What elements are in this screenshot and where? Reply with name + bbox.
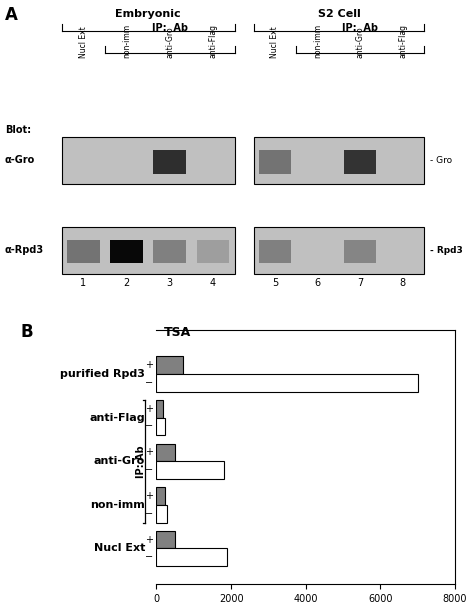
Text: −: − [146,465,154,475]
Bar [156,505,167,523]
Bar [254,226,424,273]
Text: +: + [146,447,154,457]
Text: anti-Gro: anti-Gro [165,27,174,58]
Text: TSA: TSA [164,325,191,339]
Text: anti-Flag: anti-Flag [90,413,145,422]
Text: anti-Gro: anti-Gro [356,27,365,58]
Text: 3: 3 [167,278,173,288]
Text: purified Rpd3: purified Rpd3 [60,369,145,379]
Text: 2: 2 [123,278,129,288]
Bar [110,240,143,263]
Text: 4: 4 [210,278,216,288]
Bar [156,400,163,417]
Text: B: B [21,323,34,341]
Text: A: A [5,6,18,24]
Text: Embryonic: Embryonic [115,10,181,19]
Bar [156,487,164,505]
Text: 1: 1 [80,278,86,288]
Text: −: − [146,422,154,431]
Text: 7: 7 [357,278,364,288]
Text: Nucl Ext: Nucl Ext [271,27,279,58]
Bar [67,240,100,263]
Text: −: − [146,378,154,388]
Bar [254,137,424,184]
Bar [156,549,228,566]
Bar [156,374,418,391]
Text: non-imm: non-imm [122,24,131,58]
Text: +: + [146,491,154,501]
Bar [197,240,229,263]
Text: - Rpd3: - Rpd3 [430,246,463,255]
Text: Nucl Ext: Nucl Ext [94,543,145,554]
Bar [344,240,376,263]
Text: anti-Flag: anti-Flag [399,24,407,58]
Bar [156,461,224,479]
Text: IP:  Ab: IP: Ab [152,23,188,33]
Text: −: − [146,552,154,562]
Bar [156,417,165,435]
Text: α-Gro: α-Gro [5,155,35,165]
Text: 8: 8 [400,278,406,288]
Text: anti-Gro: anti-Gro [94,456,145,466]
Text: α-Rpd3: α-Rpd3 [5,245,44,255]
Bar [259,150,291,174]
Bar [156,531,175,549]
Bar [259,240,291,263]
Text: non-imm: non-imm [313,24,322,58]
Text: IP:  Ab: IP: Ab [342,23,378,33]
Bar [153,240,186,263]
Text: +: + [146,535,154,545]
Bar [62,137,235,184]
Bar [344,150,376,174]
Text: Blot:: Blot: [5,125,31,136]
Bar [156,356,182,374]
Text: Nucl Ext: Nucl Ext [79,27,88,58]
Bar [153,150,186,174]
Bar [156,443,175,461]
Text: 6: 6 [315,278,320,288]
Bar [62,226,235,273]
Text: +: + [146,404,154,414]
Text: −: − [146,509,154,518]
Text: - Gro: - Gro [430,156,452,165]
Text: anti-Flag: anti-Flag [209,24,218,58]
Text: S2 Cell: S2 Cell [318,10,360,19]
Text: +: + [146,360,154,370]
Text: 5: 5 [272,278,278,288]
Text: IP: Ab: IP: Ab [136,445,146,477]
Text: non-imm: non-imm [91,500,145,510]
